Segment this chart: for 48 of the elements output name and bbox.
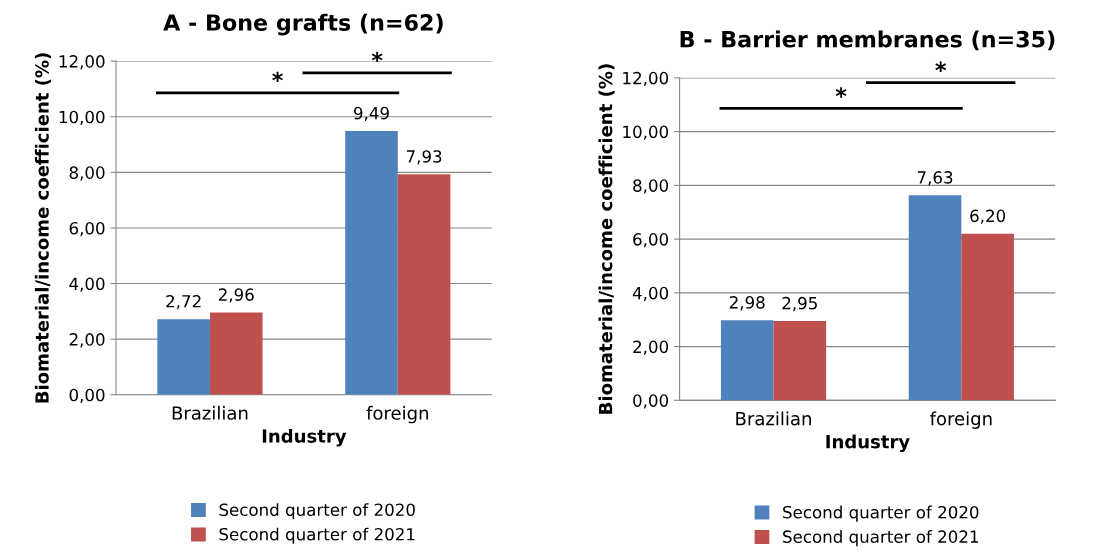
legend-label: Second quarter of 2020 — [783, 505, 979, 522]
chart-title: B - Barrier membranes (n=35) — [680, 30, 1055, 51]
data-label: 9,49 — [354, 106, 389, 122]
y-tick-label: 12,00 — [623, 71, 669, 87]
bar — [157, 319, 210, 395]
data-label: 7,93 — [406, 150, 442, 165]
y-tick-label: 0,00 — [69, 388, 105, 404]
annotation: * — [272, 71, 283, 83]
bar — [908, 195, 962, 401]
chart-title: A - Bone grafts (n=62) — [163, 13, 443, 36]
y-tick-label: 6,00 — [633, 233, 669, 248]
text: * — [935, 61, 947, 72]
data-label: 2,98 — [729, 296, 765, 311]
x-tick-label: foreign — [930, 411, 992, 429]
data-label: 2,95 — [782, 296, 817, 312]
y-tick-label: 10,00 — [623, 125, 669, 140]
y-tick-label: 4,00 — [69, 277, 105, 292]
data-label: 2,72 — [166, 294, 201, 310]
y-tick-label: 4,00 — [632, 286, 669, 302]
annotation: * — [835, 87, 847, 98]
bar — [961, 233, 1014, 401]
x-tick-label: foreign — [366, 405, 428, 424]
y-axis-title: Biomaterial/income coefficient (%) — [34, 53, 51, 403]
legend-label: Second quarter of 2020 — [219, 503, 415, 520]
bar — [397, 174, 451, 395]
data-label: 2,96 — [218, 288, 254, 303]
y-tick-label: 6,00 — [69, 221, 105, 237]
y-tick-label: 2,00 — [633, 340, 669, 355]
y-tick-label: 8,00 — [633, 179, 669, 194]
bar — [720, 320, 774, 401]
x-axis-title: Industry — [262, 428, 347, 447]
legend-label: Second quarter of 2021 — [219, 527, 415, 544]
data-label: 7,63 — [917, 171, 953, 186]
legend-label: Second quarter of 2021 — [783, 530, 978, 547]
y-axis-title: Biomaterial/income coefficient (%) — [598, 64, 615, 414]
y-tick-label: 12,00 — [59, 55, 105, 70]
x-tick-label: Brazilian — [736, 411, 811, 426]
y-tick-label: 10,00 — [59, 110, 105, 126]
data-label: 6,20 — [970, 209, 1006, 224]
y-tick-label: 8,00 — [69, 166, 105, 181]
x-axis-title: Industry — [826, 434, 910, 453]
x-tick-label: Brazilian — [172, 405, 248, 420]
annotation: * — [371, 51, 383, 63]
bar — [345, 130, 398, 395]
y-tick-label: 2,00 — [69, 333, 105, 348]
bar — [773, 321, 827, 401]
bar — [209, 312, 263, 395]
y-tick-label: 0,00 — [633, 394, 669, 409]
